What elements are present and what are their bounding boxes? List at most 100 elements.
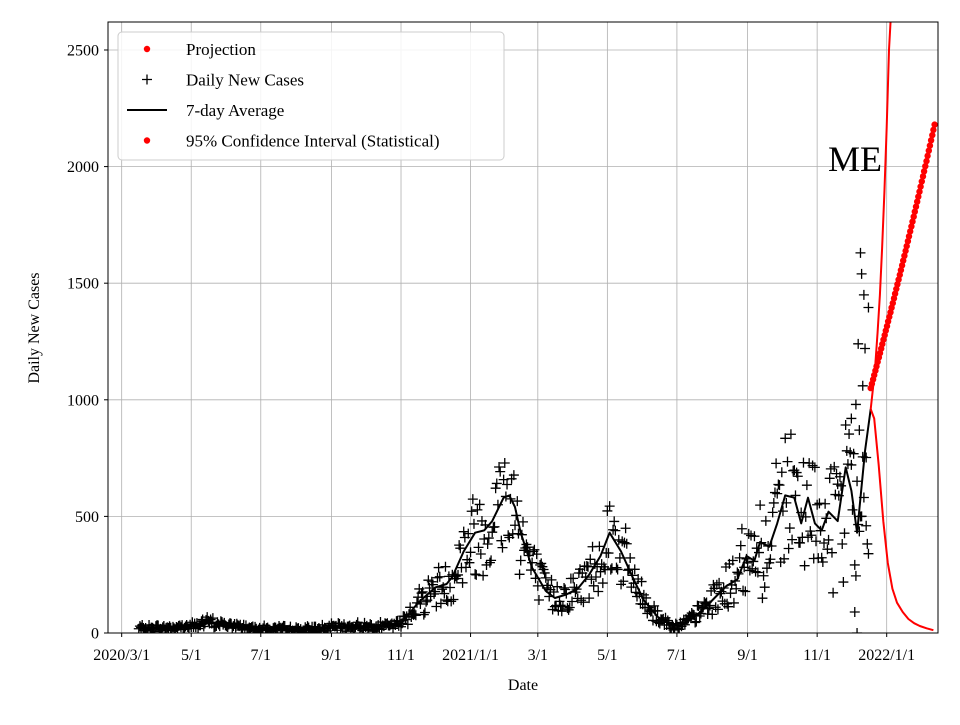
daily-case-marker: [824, 473, 835, 484]
daily-case-marker: [767, 507, 778, 518]
daily-case-marker: [612, 564, 623, 575]
daily-case-marker: [582, 561, 593, 572]
daily-case-marker: [852, 628, 863, 633]
daily-case-marker: [515, 555, 526, 566]
daily-case-marker: [728, 597, 739, 608]
legend-label: Daily New Cases: [186, 71, 304, 90]
legend-plus-marker: [142, 74, 152, 85]
daily-case-marker: [594, 541, 605, 552]
x-tick-label: 7/1: [667, 647, 687, 664]
daily-case-marker: [783, 543, 794, 554]
daily-case-marker: [533, 594, 544, 605]
daily-case-marker: [497, 542, 508, 553]
daily-case-marker: [453, 569, 464, 580]
daily-case-marker: [581, 560, 592, 571]
daily-case-marker: [852, 476, 863, 487]
confidence-interval-point: [929, 131, 936, 139]
daily-case-marker: [806, 530, 817, 541]
x-tick-label: 9/1: [737, 647, 757, 664]
daily-case-marker: [820, 498, 831, 509]
daily-case-marker: [578, 597, 589, 608]
legend-label: 7-day Average: [186, 101, 284, 120]
daily-case-marker: [769, 487, 780, 498]
daily-case-marker: [743, 528, 754, 539]
daily-case-marker: [828, 587, 839, 598]
daily-case-marker: [854, 425, 865, 436]
daily-case-marker: [503, 530, 514, 541]
daily-case-marker: [690, 617, 701, 628]
daily-case-marker: [529, 544, 540, 555]
daily-case-marker: [487, 527, 498, 538]
daily-case-marker: [474, 499, 485, 510]
daily-case-marker: [744, 565, 755, 576]
confidence-interval-point: [918, 178, 925, 185]
daily-case-marker: [568, 573, 579, 584]
daily-case-marker: [531, 549, 542, 560]
daily-case-marker: [787, 534, 798, 545]
daily-case-marker: [482, 539, 493, 550]
y-tick-label: 2500: [67, 42, 99, 59]
daily-case-marker: [829, 461, 840, 472]
x-tick-label: 3/1: [528, 647, 548, 664]
daily-case-marker: [540, 572, 551, 583]
daily-case-marker: [466, 506, 477, 517]
confidence-interval-point: [914, 198, 921, 205]
confidence-interval-point: [920, 168, 928, 175]
daily-case-marker: [585, 554, 596, 565]
daily-case-marker: [410, 610, 421, 621]
daily-case-marker: [619, 537, 630, 548]
daily-case-marker: [752, 567, 763, 578]
daily-case-marker: [765, 554, 776, 565]
daily-case-marker: [429, 588, 440, 599]
daily-case-marker: [629, 564, 640, 575]
daily-case-marker: [823, 534, 834, 545]
daily-case-marker: [463, 528, 474, 539]
daily-case-marker: [780, 433, 791, 444]
daily-case-marker: [856, 268, 867, 279]
daily-case-marker: [611, 562, 622, 573]
y-tick-label: 500: [75, 509, 99, 526]
daily-case-marker: [475, 549, 486, 560]
daily-case-marker: [861, 452, 872, 463]
daily-case-marker: [761, 563, 772, 574]
daily-case-marker: [815, 525, 826, 536]
daily-case-marker: [609, 516, 620, 527]
daily-case-marker: [734, 552, 745, 563]
daily-case-marker: [418, 609, 429, 620]
daily-case-marker: [795, 537, 806, 548]
daily-case-marker: [473, 542, 484, 553]
x-tick-label: 5/1: [597, 647, 617, 664]
daily-case-marker: [649, 600, 660, 611]
daily-case-marker: [774, 480, 785, 491]
daily-case-marker: [740, 586, 751, 597]
daily-case-marker: [618, 576, 629, 587]
daily-case-marker: [754, 547, 765, 558]
daily-case-marker: [458, 526, 469, 537]
daily-case-marker: [484, 557, 495, 568]
daily-case-marker: [844, 429, 855, 440]
x-tick-label: 11/1: [387, 647, 415, 664]
daily-case-marker: [479, 533, 490, 544]
legend-label: 95% Confidence Interval (Statistical): [186, 132, 440, 151]
confidence-interval-point: [916, 188, 923, 195]
daily-case-marker: [608, 524, 619, 535]
y-tick-label: 0: [91, 626, 99, 643]
daily-case-marker: [402, 619, 413, 630]
daily-case-marker: [811, 536, 822, 547]
daily-case-marker: [489, 521, 500, 532]
daily-case-marker: [625, 552, 636, 563]
daily-case-marker: [849, 559, 860, 570]
daily-case-marker: [440, 561, 451, 572]
confidence-interval-point: [927, 137, 935, 144]
daily-case-marker: [812, 499, 823, 510]
axis-ticks: 2020/3/1 5/1 7/1 9/1 11/1 2021/1/1 3/1 5/1 7/1 9/…: [67, 42, 915, 664]
projection-line: [869, 408, 934, 632]
plot-frame: [107, 21, 939, 634]
confidence-interval-point: [930, 126, 937, 134]
daily-case-marker: [596, 559, 607, 570]
legend-dot-marker: [143, 45, 151, 53]
daily-case-marker: [207, 613, 218, 624]
daily-case-marker: [836, 480, 847, 491]
daily-case-marker: [772, 488, 783, 499]
